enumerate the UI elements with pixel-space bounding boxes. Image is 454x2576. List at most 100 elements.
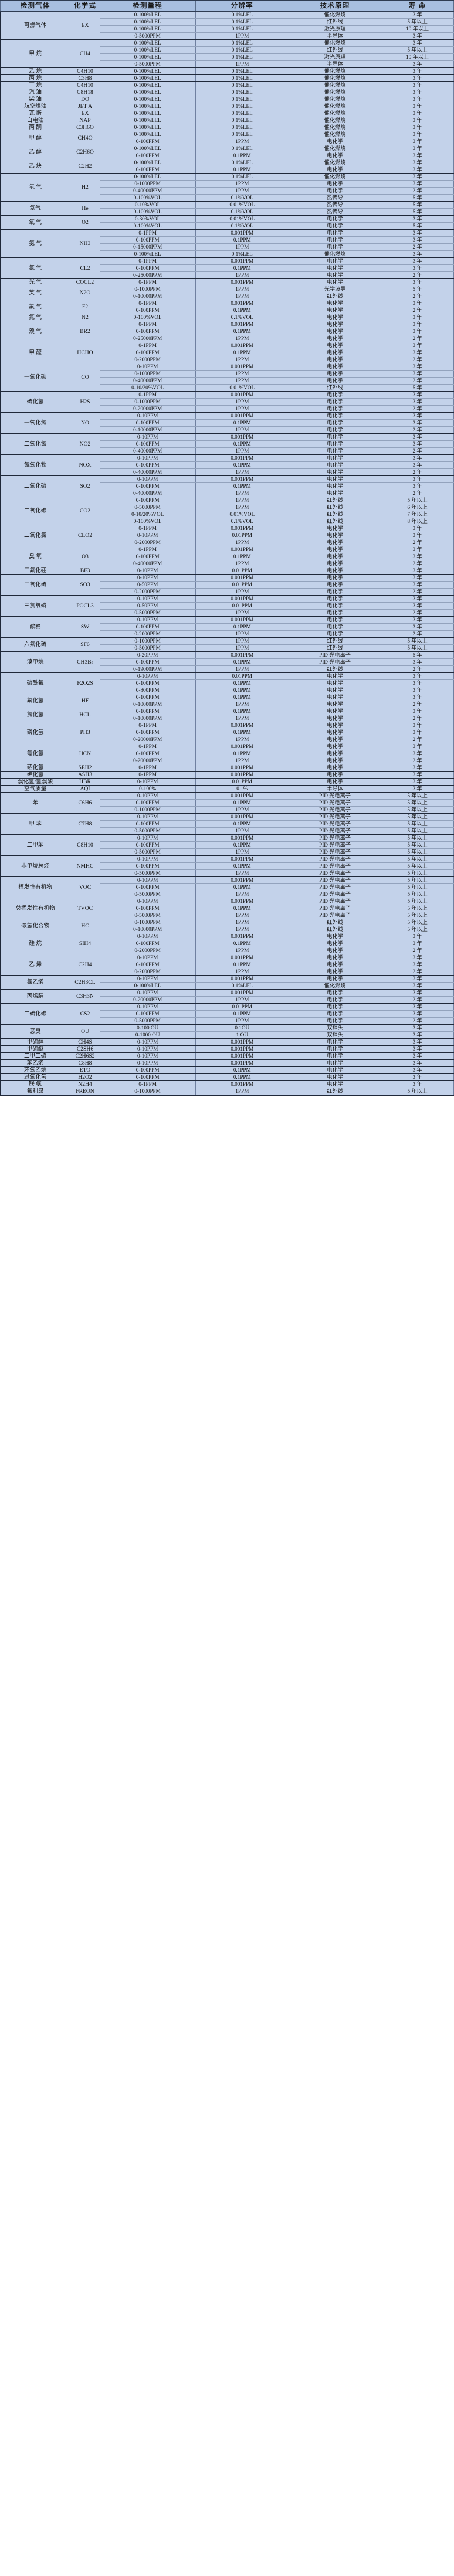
table-row: 臭 氧 O3 0-1PPM 0.001PPM 电化学 3 年	[0, 546, 454, 567]
cell-principle: 电化学	[288, 1059, 382, 1067]
cell-principle: 电化学	[288, 412, 382, 420]
cell-principle: 电化学	[288, 1017, 382, 1025]
cell-resolution: 0.001PPM	[195, 1052, 289, 1060]
cell-detection-range: 0-10PPM	[99, 975, 196, 983]
cell-chemical-formula: SIH4	[70, 933, 100, 954]
table-row: 0-10000PPM 1PPM 红外线 2 年	[1, 293, 454, 300]
cell-principle: 电化学	[288, 679, 382, 687]
table-row: 0-10000PPM 1PPM 红外线 5 年以上	[1, 926, 454, 933]
cell-principle: 电化学	[288, 630, 382, 638]
cell-principle: 红外线	[288, 504, 382, 511]
cell-resolution: 0.1%VOL	[195, 314, 289, 321]
table-row: 0-2000PPM 1PPM 电化学 2 年	[1, 588, 454, 596]
cell-detection-range: 0-1PPM	[99, 321, 196, 328]
cell-detection-range: 0-100%VOL	[99, 314, 196, 321]
cell-detection-range: 0-100%LEL	[99, 145, 196, 152]
table-row: 0-100PPM 0.1PPM PID 光电离子 5 年以上	[1, 905, 454, 912]
table-header: 检测气体 化学式 检测量程 分辨率 技术原理 寿 命	[0, 0, 454, 12]
cell-lifetime: 3 年	[381, 440, 454, 448]
cell-principle: 电化学	[288, 335, 382, 342]
cell-resolution: 1PPM	[195, 426, 289, 434]
cell-lifetime: 5 年以上	[381, 644, 454, 652]
cell-principle: 电化学	[288, 468, 382, 476]
cell-chemical-formula: C2SH6	[70, 1045, 100, 1053]
cell-chemical-formula: N2H4	[70, 1080, 100, 1088]
cell-detection-range: 0-1PPM	[99, 546, 196, 553]
cell-resolution: 0.1PPM	[195, 553, 289, 560]
cell-lifetime: 3 年	[381, 708, 454, 715]
cell-detection-range: 0-100PPM	[99, 440, 196, 448]
cell-chemical-formula: HCL	[70, 708, 100, 722]
cell-detection-range: 0-100PPM	[99, 497, 196, 504]
cell-resolution: 1PPM	[195, 370, 289, 378]
cell-principle: 电化学	[288, 328, 382, 335]
cell-principle: 电化学	[288, 419, 382, 427]
table-row: 0-2000PPM 1PPM 电化学 2 年	[1, 356, 454, 363]
table-row: 一氧化碳 CO 0-10PPM 0.001PPM 电化学 3 年	[0, 363, 454, 392]
cell-gas-name: 氯化氢	[0, 708, 71, 722]
table-row: 0-100PPM 0.1PPM 电化学 3 年	[1, 750, 454, 757]
cell-chemical-formula: C2H6O	[70, 145, 100, 159]
cell-resolution: 1PPM	[195, 609, 289, 617]
cell-detection-range: 0-2000PPM	[99, 947, 196, 954]
gas-detection-spec-table: 检测气体 化学式 检测量程 分辨率 技术原理 寿 命 可燃气体 EX 0-100%L…	[0, 0, 454, 1096]
cell-gas-name: 白电油	[0, 117, 71, 124]
table-row: 总挥发性有机物 TVOC 0-10PPM 0.001PPM PID 光电离子 5 年以上	[0, 898, 454, 919]
cell-lifetime: 3 年	[381, 117, 454, 124]
cell-detection-range: 0-100%VOL	[99, 194, 196, 202]
cell-detection-range: 0-100PPM	[99, 328, 196, 335]
cell-detection-range: 0-100%LEL	[99, 124, 196, 131]
cell-gas-name: 甲硫醚	[0, 1045, 71, 1053]
cell-gas-name: 氰化氢	[0, 743, 71, 764]
cell-detection-range: 0-25000PPM	[99, 271, 196, 279]
cell-resolution: 0.1%LEL	[195, 46, 289, 54]
cell-detection-range: 0-100%LEL	[99, 89, 196, 96]
cell-principle: 电化学	[288, 567, 382, 575]
cell-principle: 电化学	[288, 701, 382, 708]
cell-detection-range: 0-10PPM	[99, 989, 196, 997]
table-row: 三氯氧磷 POCL3 0-10PPM 0.001PPM 电化学 3 年	[0, 595, 454, 617]
cell-principle: 催化燃烧	[288, 117, 382, 124]
cell-detection-range: 0-1000PPM	[99, 1088, 196, 1096]
cell-detection-range: 0-100PPM	[99, 482, 196, 490]
cell-gas-name: 一氧化碳	[0, 363, 71, 392]
cell-principle: 电化学	[288, 321, 382, 328]
cell-principle: PID 光电离子	[288, 792, 382, 800]
cell-resolution: 0.1%LEL	[195, 96, 289, 103]
cell-principle: 电化学	[288, 180, 382, 188]
cell-detection-range: 0-100PPM	[99, 236, 196, 244]
cell-chemical-formula: He	[70, 201, 100, 216]
cell-detection-range: 0-10PPM	[99, 1059, 196, 1067]
cell-resolution: 1PPM	[195, 504, 289, 511]
table-row: 二氧化硫 SO2 0-10PPM 0.001PPM 电化学 3 年	[0, 475, 454, 497]
cell-resolution: 0.1PPM	[195, 349, 289, 356]
cell-detection-range: 0-100PPM	[99, 553, 196, 560]
cell-principle: PID 光电离子	[288, 898, 382, 905]
table-row: 二硫化碳 CS2 0-10PPM 0.01PPM 电化学 3 年	[0, 1003, 454, 1025]
cell-lifetime: 2 年	[381, 468, 454, 476]
cell-chemical-formula: C3H6O	[70, 124, 100, 131]
table-row: 0-1000PPM 1PPM 电化学 3 年	[1, 370, 454, 378]
cell-resolution: 0.001PPM	[195, 876, 289, 884]
table-row: 0-100PPM 0.1PPM 电化学 3 年	[1, 1010, 454, 1018]
table-body: 可燃气体 EX 0-100%LEL 0.1%LEL 催化燃烧 3 年 0-100%LEL 0.…	[0, 11, 454, 1096]
cell-chemical-formula: BF3	[70, 567, 100, 575]
table-row: 白电油 NAP 0-100%LEL 0.1%LEL 催化燃烧 3 年	[0, 117, 454, 124]
table-row: 氧 气 O2 0-30%VOL 0.01%VOL 电化学 3 年	[0, 215, 454, 230]
cell-principle: 电化学	[288, 222, 382, 230]
cell-principle: 电化学	[288, 743, 382, 750]
cell-detection-range: 0-100PPM	[99, 138, 196, 145]
table-row: 可燃气体 EX 0-100%LEL 0.1%LEL 催化燃烧 3 年	[0, 11, 454, 40]
cell-lifetime: 3 年	[381, 574, 454, 582]
cell-chemical-formula: SF6	[70, 637, 100, 652]
cell-resolution: 0.1%LEL	[195, 103, 289, 110]
table-row: 0-100%LEL 0.1%LEL 红外线 5 年以上	[1, 46, 454, 54]
cell-lifetime: 3 年	[381, 1073, 454, 1081]
table-row: 0-5000PPM 1PPM 红外线 6 年以上	[1, 504, 454, 511]
cell-resolution: 0.1%LEL	[195, 173, 289, 181]
cell-lifetime: 2 年	[381, 271, 454, 279]
cell-principle: 电化学	[288, 532, 382, 539]
cell-principle: 电化学	[288, 968, 382, 976]
cell-detection-range: 0-5000PPM	[99, 912, 196, 919]
cell-lifetime: 3 年	[381, 1010, 454, 1018]
